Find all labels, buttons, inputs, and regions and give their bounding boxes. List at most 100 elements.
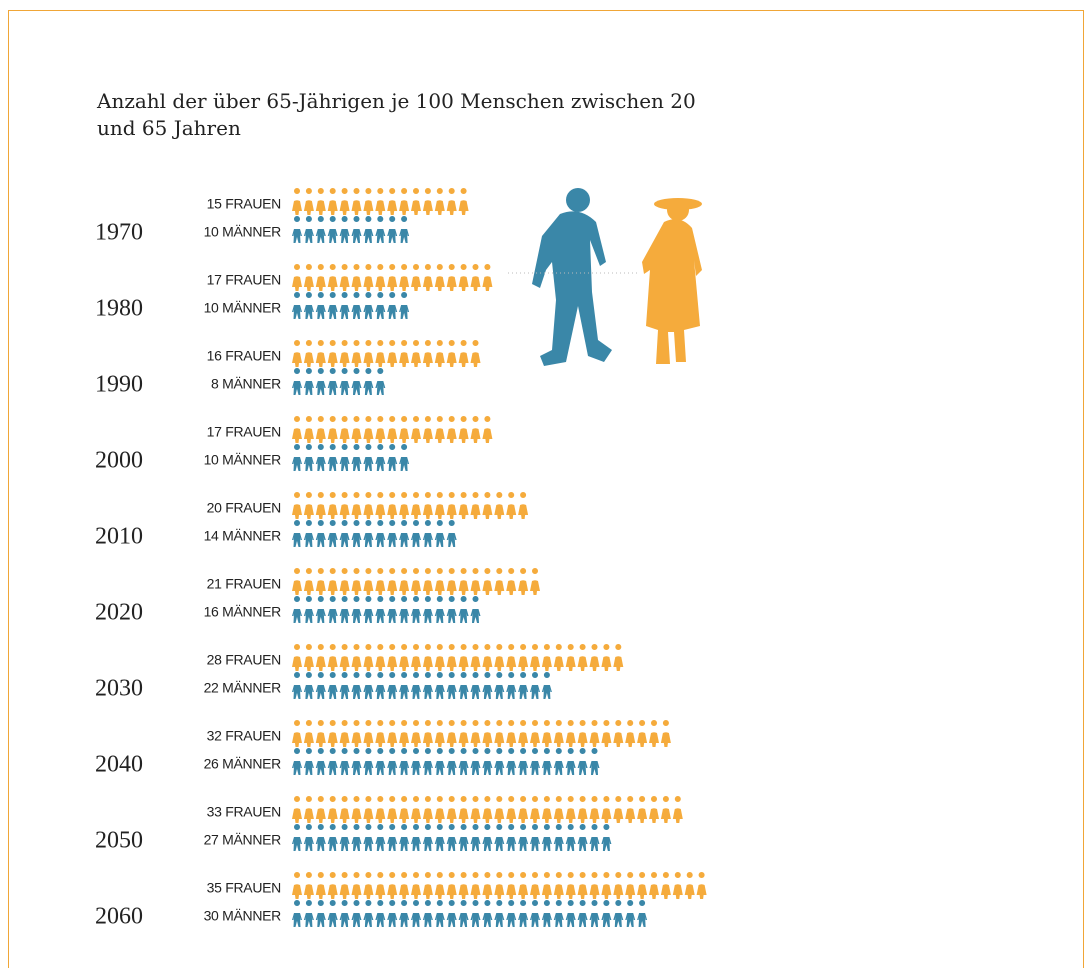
person-icon [459,596,469,623]
person-icon [292,720,302,747]
person-icon [328,216,338,243]
person-icon [292,672,302,699]
value-label: 16 MÄNNER [204,604,282,620]
person-icon [399,520,409,547]
person-icon [447,644,457,671]
person-icon [316,492,326,519]
person-icon [411,596,421,623]
person-icon [304,596,314,623]
person-icon [554,900,564,927]
person-icon [554,748,564,775]
person-icon [613,644,623,671]
person-icon [482,872,492,899]
person-icon [411,340,421,367]
person-icon [530,644,540,671]
person-icon [518,720,528,747]
person-icon [328,748,338,775]
person-icon [352,596,362,623]
year-label: 1980 [95,296,143,322]
value-label: 33 FRAUEN [207,804,281,820]
person-icon [304,340,314,367]
person-icon [471,872,481,899]
person-icon [542,872,552,899]
person-icon [625,900,635,927]
person-icon [518,568,528,595]
person-icon [518,824,528,851]
year-label: 2000 [95,448,143,474]
person-icon [459,748,469,775]
person-icon [363,596,373,623]
person-icon [375,824,385,851]
person-icon [399,872,409,899]
person-icon [435,900,445,927]
person-icon [340,416,350,443]
person-icon [542,900,552,927]
person-icon [518,900,528,927]
person-icon [399,596,409,623]
person-icon [387,672,397,699]
person-icon [411,796,421,823]
person-icon [328,492,338,519]
person-icon [375,900,385,927]
value-label: 30 MÄNNER [204,908,282,924]
person-icon [363,900,373,927]
person-icon [316,264,326,291]
person-icon [566,644,576,671]
person-icon [601,872,611,899]
year-label: 1970 [95,220,143,246]
person-icon [316,796,326,823]
person-icon [411,492,421,519]
person-icon [304,824,314,851]
person-icon [399,644,409,671]
person-icon [459,720,469,747]
person-icon [352,824,362,851]
person-icon [649,720,659,747]
person-icon [399,900,409,927]
person-icon [459,264,469,291]
person-icon [375,568,385,595]
person-icon [447,416,457,443]
person-icon [328,720,338,747]
person-icon [363,568,373,595]
person-icon [328,824,338,851]
person-icon [340,264,350,291]
person-icon [363,416,373,443]
person-icon [613,872,623,899]
person-icon [530,672,540,699]
person-icon [459,900,469,927]
person-icon [506,824,516,851]
icon-row [292,264,492,291]
person-icon [399,188,409,215]
person-icon [340,292,350,319]
person-icon [435,720,445,747]
icon-row [292,292,409,319]
person-icon [530,748,540,775]
person-icon [399,796,409,823]
person-icon [518,672,528,699]
value-label: 35 FRAUEN [207,880,281,896]
person-icon [375,596,385,623]
person-icon [423,416,433,443]
person-icon [340,672,350,699]
person-icon [411,872,421,899]
person-icon [363,824,373,851]
person-icon [411,520,421,547]
person-icon [459,872,469,899]
person-icon [435,568,445,595]
person-icon [411,568,421,595]
person-icon [506,672,516,699]
person-icon [328,644,338,671]
person-icon [363,672,373,699]
person-icon [459,188,469,215]
person-icon [518,492,528,519]
person-icon [637,720,647,747]
person-icon [494,796,504,823]
person-icon [340,900,350,927]
person-icon [518,796,528,823]
person-icon [328,568,338,595]
person-icon [625,872,635,899]
person-icon [292,796,302,823]
icon-row [292,872,707,899]
person-icon [399,568,409,595]
person-icon [375,796,385,823]
